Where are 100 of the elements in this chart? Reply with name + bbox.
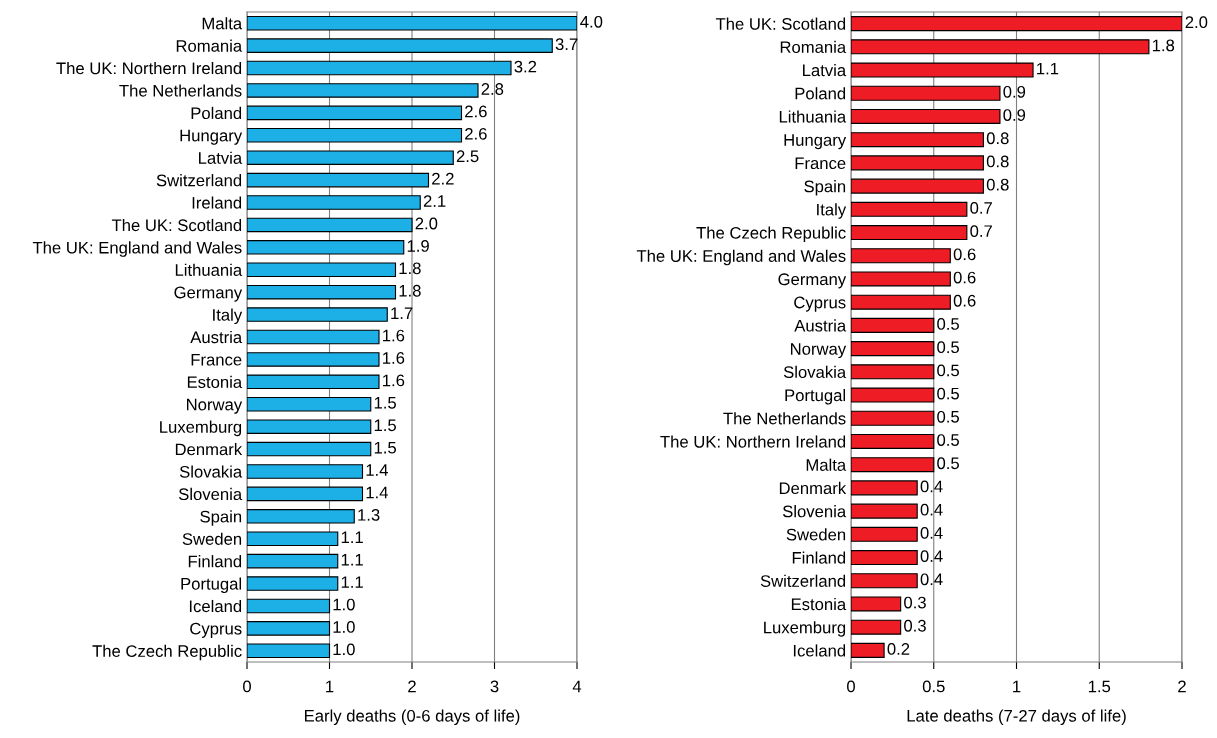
data-label: 0.8 <box>986 178 1009 191</box>
bar <box>247 509 355 524</box>
bar <box>851 526 918 542</box>
bar <box>247 105 463 121</box>
bar <box>247 240 405 255</box>
y-tick-label: Poland <box>191 106 242 120</box>
bar <box>851 503 918 519</box>
data-label: 0.3 <box>904 619 926 632</box>
y-tick-label: Slovakia <box>783 365 847 379</box>
bar <box>247 396 372 412</box>
bar <box>851 16 1182 32</box>
bar <box>851 62 1034 78</box>
bar <box>247 217 413 233</box>
bar <box>851 433 935 449</box>
y-tick-label: France <box>795 157 846 170</box>
bar <box>247 374 380 390</box>
bar <box>247 38 553 53</box>
data-label: 2.5 <box>456 150 479 163</box>
data-label: 1.3 <box>358 508 380 521</box>
y-tick-label: Slovenia <box>782 505 847 518</box>
y-tick-label: Norway <box>791 343 847 359</box>
y-tick-label: Finland <box>792 551 846 564</box>
data-label: 4.0 <box>580 15 603 28</box>
data-label: 0.7 <box>970 201 992 214</box>
bar <box>247 643 331 659</box>
bar <box>851 410 935 426</box>
y-tick-label: The Czech Republic <box>92 644 242 661</box>
bar <box>247 15 577 31</box>
y-tick-label: The UK: England and Wales <box>636 249 846 266</box>
y-tick-label: Portugal <box>181 577 242 594</box>
y-tick-label: Portugal <box>785 389 846 405</box>
bar <box>851 85 1001 101</box>
y-tick-label: Italy <box>213 308 243 325</box>
data-label: 3.2 <box>514 60 537 73</box>
bar <box>247 441 372 457</box>
bar <box>247 284 397 300</box>
bar <box>851 248 951 264</box>
bar <box>247 598 331 614</box>
bar <box>247 329 380 345</box>
x-tick-label: 3 <box>490 680 499 693</box>
data-label: 0.4 <box>920 550 943 563</box>
bar <box>247 262 397 278</box>
x-tick-label: 1 <box>326 680 334 693</box>
y-tick-label: Cyprus <box>190 622 242 638</box>
y-tick-label: Lithuania <box>175 263 243 276</box>
x-tick-label: 2 <box>1178 680 1186 693</box>
x-axis-title: Late deaths (7-27 days of life) <box>907 709 1126 726</box>
data-label: 1.1 <box>341 531 363 544</box>
y-tick-label: The UK: Northern Ireland <box>660 435 846 448</box>
bar <box>247 127 463 143</box>
bar <box>851 39 1150 55</box>
data-label: 0.5 <box>937 387 959 400</box>
y-tick-label: Slovenia <box>178 487 243 501</box>
bar <box>247 553 339 569</box>
x-tick-label: 2 <box>408 680 416 693</box>
data-label: 1.1 <box>341 553 363 566</box>
data-label: 1.4 <box>366 464 388 476</box>
y-tick-label: Denmark <box>175 443 243 456</box>
y-tick-label: The UK: Scotland <box>111 218 242 232</box>
bar <box>247 419 372 434</box>
data-label: 0.8 <box>986 155 1009 168</box>
bar <box>247 307 388 322</box>
data-label: 0.6 <box>953 248 976 261</box>
x-tick-label: 0 <box>243 680 251 693</box>
y-tick-label: Hungary <box>180 129 243 145</box>
bar <box>247 576 339 591</box>
data-label: 1.5 <box>374 397 396 409</box>
y-tick-label: The Netherlands <box>723 412 846 425</box>
x-tick-label: 4 <box>572 680 582 693</box>
y-tick-label: Malta <box>806 458 847 471</box>
data-label: 0.8 <box>986 132 1009 145</box>
data-label: 0.4 <box>920 503 943 516</box>
bar <box>247 195 421 210</box>
y-tick-label: Luxemburg <box>764 621 846 637</box>
data-label: 2.8 <box>481 83 504 95</box>
bar <box>851 642 885 658</box>
data-label: 0.4 <box>920 526 943 539</box>
x-tick-label: 0 <box>847 680 855 693</box>
data-label: 1.0 <box>333 598 355 611</box>
bar <box>851 573 918 589</box>
bar <box>851 457 935 473</box>
bar <box>247 60 512 76</box>
y-tick-label: Norway <box>187 398 243 414</box>
y-tick-label: Germany <box>778 273 847 289</box>
bar <box>851 619 902 635</box>
y-tick-label: Ireland <box>192 196 242 209</box>
bar <box>851 178 984 194</box>
bar <box>851 108 1001 124</box>
data-label: 0.5 <box>937 457 959 470</box>
data-label: 0.5 <box>937 434 959 446</box>
y-tick-label: The Czech Republic <box>696 226 846 243</box>
data-label: 1.0 <box>333 643 355 656</box>
y-tick-label: Spain <box>804 180 846 196</box>
data-label: 1.6 <box>383 352 405 364</box>
data-label: 0.5 <box>937 341 959 354</box>
bar <box>851 364 935 380</box>
data-label: 0.9 <box>1003 109 1026 121</box>
y-tick-label: Iceland <box>793 644 846 657</box>
y-tick-label: The UK: England and Wales <box>32 241 242 257</box>
bar <box>851 201 968 217</box>
